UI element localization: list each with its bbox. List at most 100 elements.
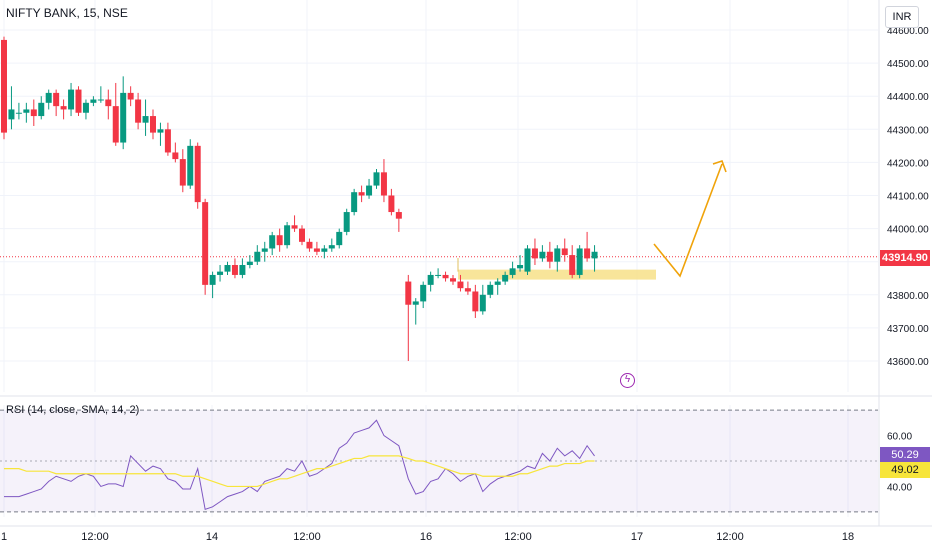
price-axis-label: 43800.00 [887, 291, 929, 302]
candle-body [291, 225, 298, 229]
price-axis-label: 44600.00 [887, 26, 929, 37]
candle-body [420, 284, 427, 302]
candle-body [539, 251, 546, 259]
symbol-title[interactable]: NIFTY BANK, 15, NSE [6, 6, 128, 20]
candle-body [442, 274, 449, 279]
candle-body [546, 251, 553, 262]
candle-body [380, 172, 387, 196]
time-axis-label: 16 [420, 531, 432, 543]
candle-body [209, 274, 216, 285]
candle-body [509, 268, 516, 275]
candle-body [569, 255, 576, 275]
rsi-value-badge: 50.29 [880, 447, 930, 463]
candle-body [157, 129, 164, 133]
candle-body [395, 212, 402, 219]
candle-body [105, 99, 112, 107]
price-axis-label: 44300.00 [887, 125, 929, 136]
price-axis-label: 43600.00 [887, 357, 929, 368]
candle-body [30, 109, 37, 117]
rsi-axis-label: 40.00 [887, 482, 912, 493]
time-axis-label: 12:00 [293, 531, 321, 543]
last-price-badge: 43914.90 [880, 250, 930, 266]
candle-body [351, 192, 358, 213]
candle-body [82, 102, 89, 113]
candle-body [68, 89, 75, 110]
candle-body [38, 102, 45, 117]
time-axis-label: 12:00 [504, 531, 532, 543]
time-axis-label: 17 [631, 531, 643, 543]
candle-body [127, 92, 134, 100]
candle-body [524, 248, 531, 272]
candle-body [224, 265, 231, 272]
candle-body [231, 265, 238, 275]
rsi-indicator-title[interactable]: RSI (14, close, SMA, 14, 2) [6, 404, 140, 416]
time-axis-label: 14 [206, 531, 218, 543]
candle-body [435, 274, 442, 276]
candle-body [194, 145, 201, 203]
candle-body [239, 265, 246, 275]
support-zone [458, 269, 656, 280]
price-axis-label: 44000.00 [887, 225, 929, 236]
currency-button[interactable]: INR [885, 6, 919, 28]
candle-body [457, 281, 464, 289]
price-axis-label: 43700.00 [887, 324, 929, 335]
time-axis-label: 12:00 [716, 531, 744, 543]
candle-body [202, 202, 209, 285]
candle-body [97, 99, 104, 101]
candle-body [366, 185, 373, 196]
candle-body [246, 261, 253, 266]
price-axis-label: 44100.00 [887, 192, 929, 203]
candle-body [502, 274, 509, 282]
price-axis-label: 44200.00 [887, 158, 929, 169]
candle-body [554, 248, 561, 262]
candle-body [261, 248, 268, 252]
candle-body [269, 235, 276, 249]
candle-body [427, 274, 434, 285]
candle-body [321, 248, 328, 252]
time-axis-label: 1 [1, 531, 7, 543]
candle-body [8, 109, 15, 120]
rsi-sma-line [4, 455, 595, 488]
price-axis-label: 44400.00 [887, 92, 929, 103]
candle-body [405, 281, 412, 305]
candle-body [373, 172, 380, 186]
price-axis-label: 44500.00 [887, 59, 929, 70]
rsi-line [4, 419, 595, 511]
candle-body [517, 265, 524, 269]
candle-body [412, 301, 419, 305]
candle-body [388, 195, 395, 213]
candle-body [75, 89, 82, 113]
candle-body [299, 228, 305, 242]
candle-body [1, 39, 7, 133]
candle-body [217, 271, 224, 275]
rsi-axis-label: 60.00 [887, 432, 912, 443]
candle-body [464, 288, 471, 292]
candle-body [313, 248, 320, 252]
candle-body [531, 248, 538, 259]
candle-body [15, 112, 22, 114]
candle-body [112, 106, 119, 143]
candle-body [179, 159, 186, 186]
candle-body [172, 152, 179, 160]
candle-body [60, 106, 67, 110]
rsi-sma-value-badge: 49.02 [880, 462, 930, 478]
candle-body [120, 92, 127, 143]
flash-icon[interactable]: ϟ [620, 373, 635, 388]
candle-body [45, 92, 52, 103]
projection-arrow [653, 163, 723, 278]
candle-body [479, 294, 486, 312]
candle-body [472, 291, 479, 312]
candle-body [328, 245, 335, 249]
candle-body [142, 116, 149, 123]
candle-body [53, 92, 60, 107]
candle-body [343, 212, 350, 232]
candle-body [164, 129, 171, 153]
candle-body [591, 251, 598, 259]
candle-body [254, 251, 261, 262]
candle-body [150, 116, 156, 133]
candle-body [450, 278, 456, 282]
time-axis-label: 12:00 [81, 531, 109, 543]
candle-body [336, 231, 343, 246]
candle-body [487, 284, 494, 295]
